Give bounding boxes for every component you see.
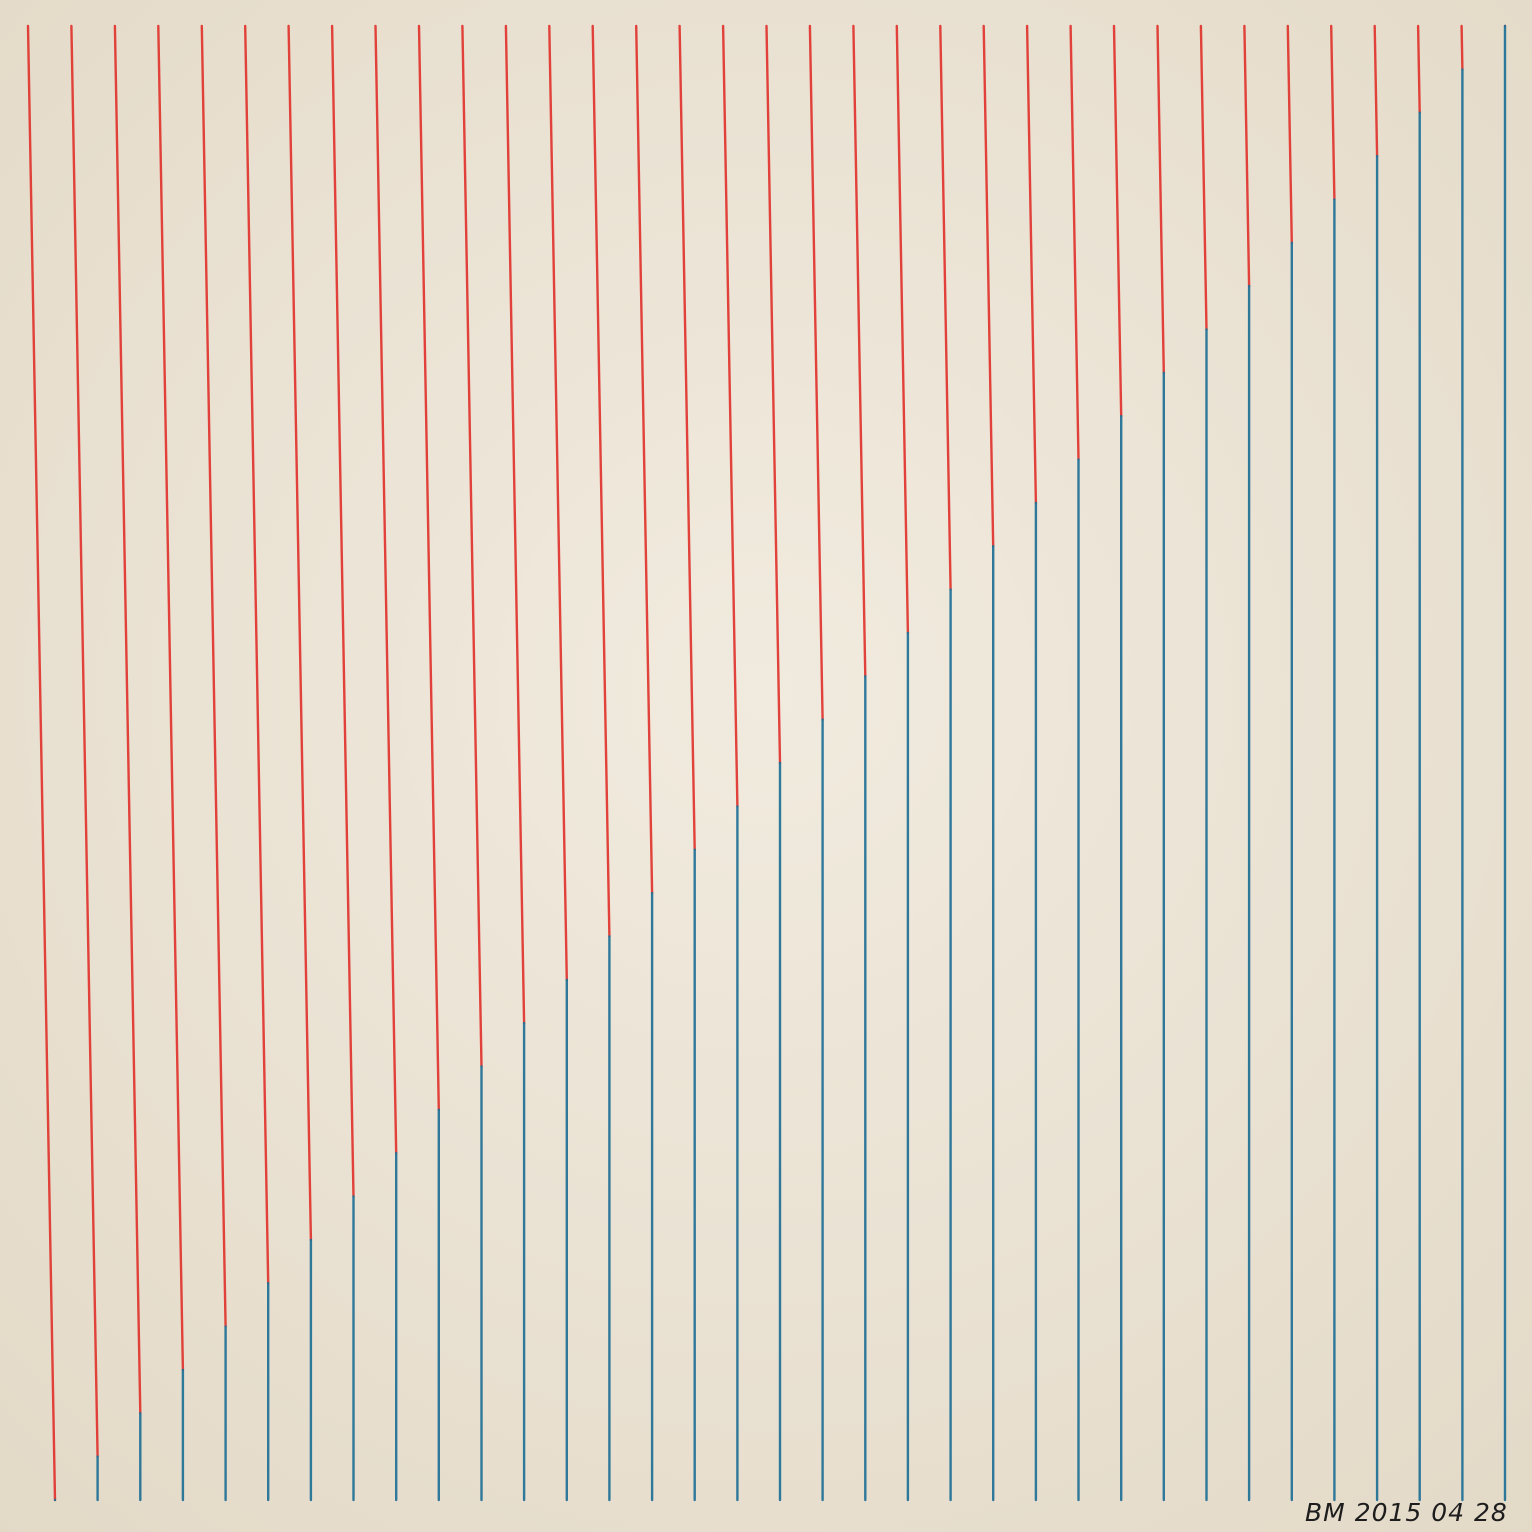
blue-thread-layer: [53, 24, 1507, 1502]
red-thread-line: [852, 24, 867, 678]
red-thread-line: [374, 24, 398, 1155]
red-thread-line: [330, 24, 355, 1198]
signature-date: 2015 04 28: [1354, 1498, 1508, 1527]
red-thread-line: [1069, 24, 1080, 461]
red-thread-line: [895, 24, 910, 635]
red-thread-line: [243, 24, 270, 1285]
red-thread-line: [113, 24, 142, 1415]
signature-monogram: BM: [1305, 1498, 1346, 1527]
red-thread-line: [939, 24, 952, 591]
red-thread-line: [1243, 24, 1251, 288]
red-thread-line: [1460, 24, 1464, 71]
red-thread-line: [1373, 24, 1379, 158]
red-thread-line: [1025, 24, 1038, 505]
red-thread-line: [70, 24, 99, 1458]
red-thread-line: [1199, 24, 1208, 331]
red-thread-line: [200, 24, 227, 1328]
red-thread-layer: [26, 24, 1507, 1502]
red-thread-line: [765, 24, 782, 765]
red-thread-line: [635, 24, 654, 895]
red-thread-line: [157, 24, 185, 1372]
red-thread-line: [591, 24, 611, 938]
red-thread-line: [1329, 24, 1336, 201]
red-thread-line: [1112, 24, 1123, 418]
red-thread-line: [287, 24, 313, 1242]
red-thread-line: [504, 24, 526, 1025]
red-thread-line: [1416, 24, 1421, 114]
red-thread-line: [808, 24, 824, 721]
signature-text: BM 2015 04 28: [1305, 1498, 1508, 1527]
red-thread-line: [1286, 24, 1294, 245]
red-thread-line: [417, 24, 440, 1112]
red-thread-line: [982, 24, 995, 548]
red-thread-line: [1156, 24, 1166, 374]
red-thread-line: [461, 24, 483, 1068]
red-thread-line: [548, 24, 568, 981]
red-thread-line: [26, 24, 57, 1502]
red-thread-line: [721, 24, 739, 808]
red-thread-line: [678, 24, 696, 851]
